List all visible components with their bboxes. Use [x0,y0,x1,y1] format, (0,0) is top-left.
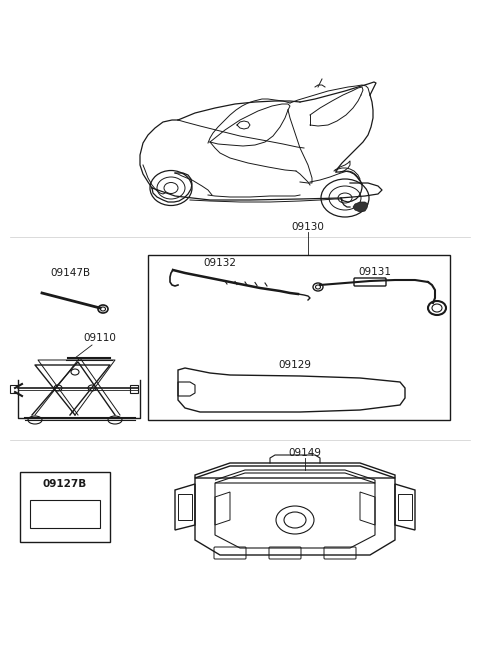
Text: 09129: 09129 [278,360,312,370]
Bar [20,472,110,542]
Text: 09110: 09110 [84,333,117,343]
Text: 09130: 09130 [291,222,324,232]
Bar [398,494,412,520]
Bar [10,385,18,393]
Bar [148,255,450,420]
Text: 09149: 09149 [288,448,322,458]
Bar [130,385,138,393]
Polygon shape [353,202,368,212]
Text: 09131: 09131 [359,267,392,277]
Bar [30,500,100,528]
Text: 09147B: 09147B [50,268,90,278]
Bar [178,494,192,520]
Text: 09127B: 09127B [43,479,87,489]
Text: 09132: 09132 [204,258,237,268]
